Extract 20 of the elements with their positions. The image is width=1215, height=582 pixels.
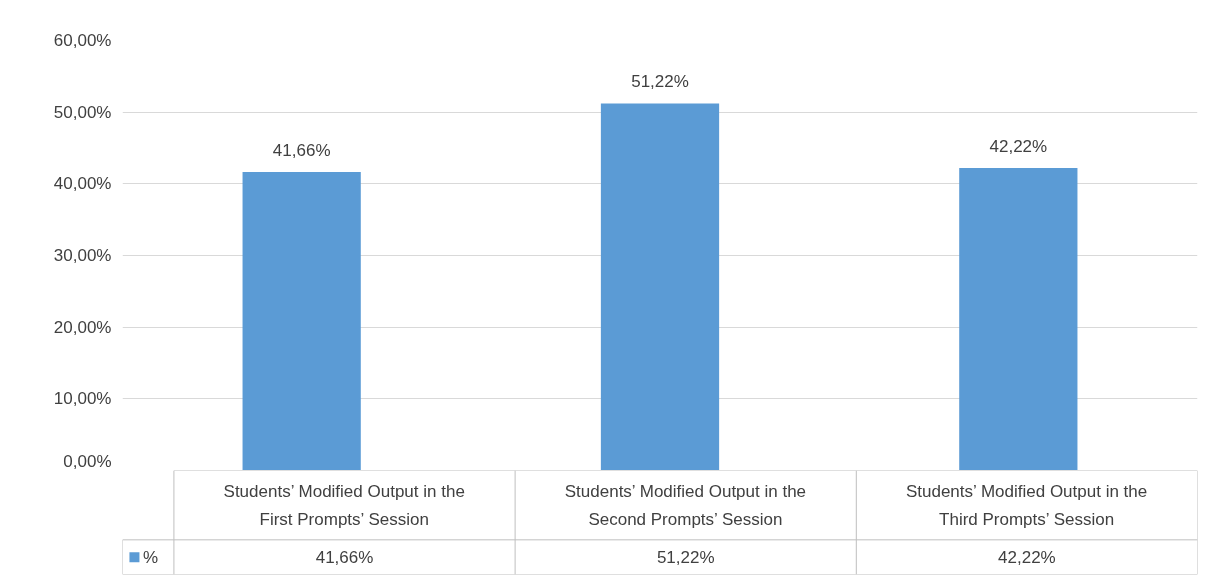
- x-tick-label: Students’ Modified Output in the First Prompts’ Session: [223, 481, 465, 529]
- bar: [600, 103, 720, 470]
- data-label: 41,66%: [315, 547, 374, 567]
- y-tick-label: 0,00%: [63, 451, 112, 471]
- x-tick-label: Students’ Modified Output in the Second Prompts’ Session: [564, 481, 807, 529]
- text: 41,66%: [272, 140, 331, 160]
- text: 51,22%: [631, 72, 689, 92]
- y-tick-label: 50,00%: [53, 102, 112, 122]
- x-tick-label: Students’ Modified Output in the Third Prompts’ Session: [905, 481, 1148, 529]
- y-tick-label: 30,00%: [53, 246, 112, 265]
- y-tick-label: 60,00%: [53, 31, 112, 50]
- y-tick-label: 10,00%: [53, 389, 112, 409]
- legend-label: %: [142, 547, 159, 567]
- data-label: 51,22%: [656, 547, 715, 567]
- y-tick-label: 40,00%: [53, 174, 112, 194]
- bar: [959, 167, 1078, 470]
- text: 42,22%: [989, 136, 1048, 156]
- y-tick-label: 20,00%: [53, 317, 112, 337]
- data-label: 42,22%: [998, 547, 1056, 567]
- bar: [242, 171, 361, 470]
